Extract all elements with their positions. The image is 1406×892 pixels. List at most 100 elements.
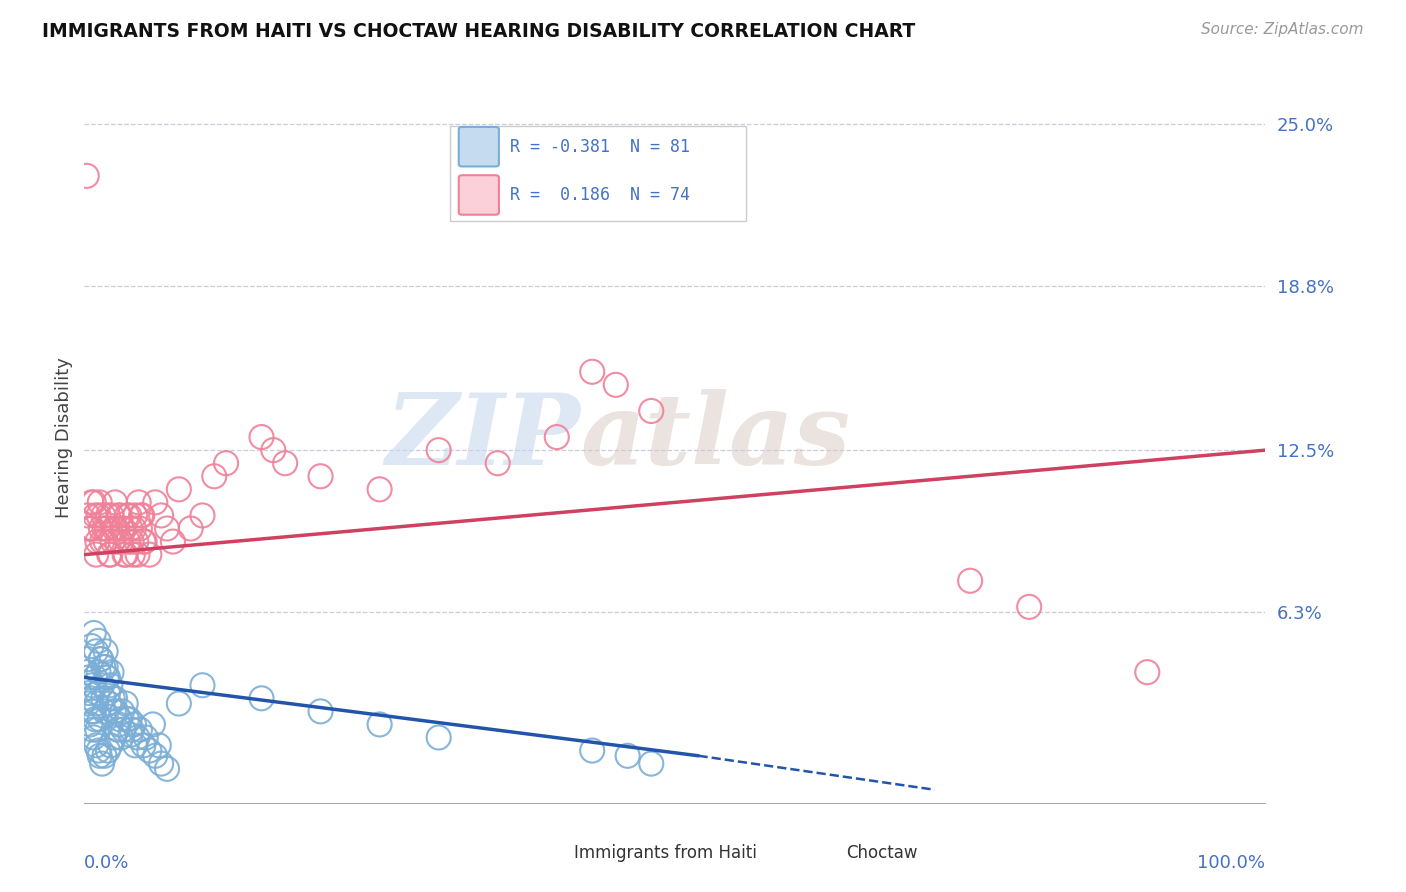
Point bbox=[96, 670, 118, 684]
Point bbox=[76, 665, 98, 680]
Point bbox=[134, 534, 156, 549]
Point bbox=[94, 660, 117, 674]
Point bbox=[142, 717, 165, 731]
Text: atlas: atlas bbox=[581, 389, 851, 485]
Point bbox=[191, 508, 214, 523]
Point bbox=[262, 443, 284, 458]
Point bbox=[202, 469, 225, 483]
Point bbox=[148, 739, 170, 753]
Point bbox=[98, 548, 121, 562]
Text: R =  0.186  N = 74: R = 0.186 N = 74 bbox=[509, 186, 689, 204]
Point bbox=[111, 521, 134, 535]
Point bbox=[111, 705, 134, 719]
FancyBboxPatch shape bbox=[450, 126, 745, 221]
Point bbox=[143, 495, 166, 509]
Point bbox=[84, 712, 107, 726]
Point bbox=[107, 534, 129, 549]
Point bbox=[124, 739, 146, 753]
Point bbox=[100, 665, 122, 680]
Point bbox=[84, 697, 107, 711]
Point bbox=[80, 705, 103, 719]
Point bbox=[616, 748, 638, 763]
Point bbox=[103, 521, 125, 535]
Point bbox=[368, 483, 391, 497]
Point bbox=[112, 521, 135, 535]
Point bbox=[150, 756, 173, 771]
Point bbox=[156, 521, 179, 535]
Point bbox=[86, 534, 108, 549]
Point bbox=[122, 521, 145, 535]
Y-axis label: Hearing Disability: Hearing Disability bbox=[55, 357, 73, 517]
Point bbox=[79, 691, 101, 706]
Point bbox=[250, 691, 273, 706]
Point bbox=[79, 717, 101, 731]
Point bbox=[128, 495, 150, 509]
Point bbox=[309, 469, 332, 483]
Point bbox=[250, 430, 273, 444]
Point bbox=[87, 633, 110, 648]
Point bbox=[97, 508, 120, 523]
Point bbox=[83, 731, 105, 745]
Point bbox=[82, 521, 104, 535]
Point bbox=[105, 521, 128, 535]
Point bbox=[118, 508, 141, 523]
Point bbox=[79, 521, 101, 535]
Text: R = -0.381  N = 81: R = -0.381 N = 81 bbox=[509, 137, 689, 156]
Point bbox=[104, 691, 127, 706]
Point bbox=[546, 430, 568, 444]
Point bbox=[83, 705, 105, 719]
Point bbox=[115, 508, 138, 523]
Text: Immigrants from Haiti: Immigrants from Haiti bbox=[575, 844, 758, 862]
Point bbox=[104, 495, 127, 509]
Point bbox=[121, 723, 143, 737]
Point bbox=[93, 748, 115, 763]
Point bbox=[121, 534, 143, 549]
Text: Source: ZipAtlas.com: Source: ZipAtlas.com bbox=[1201, 22, 1364, 37]
Point bbox=[105, 705, 128, 719]
Point bbox=[77, 652, 100, 666]
Point bbox=[110, 534, 132, 549]
Point bbox=[122, 717, 145, 731]
FancyBboxPatch shape bbox=[458, 175, 499, 215]
Point bbox=[114, 697, 136, 711]
Point bbox=[581, 365, 603, 379]
Point bbox=[83, 495, 105, 509]
Point bbox=[150, 508, 173, 523]
Point bbox=[118, 712, 141, 726]
FancyBboxPatch shape bbox=[801, 838, 838, 871]
Point bbox=[77, 508, 100, 523]
Point bbox=[127, 731, 149, 745]
Point bbox=[125, 534, 148, 549]
Point bbox=[86, 723, 108, 737]
Point bbox=[77, 670, 100, 684]
Point bbox=[132, 739, 155, 753]
Point bbox=[167, 697, 190, 711]
Point bbox=[94, 534, 117, 549]
Point bbox=[94, 644, 117, 658]
Point bbox=[1018, 599, 1040, 614]
Point bbox=[162, 534, 184, 549]
Point bbox=[581, 743, 603, 757]
Point bbox=[309, 705, 332, 719]
Point bbox=[129, 508, 152, 523]
Point bbox=[91, 756, 114, 771]
Point bbox=[138, 743, 160, 757]
Point bbox=[114, 548, 136, 562]
Point bbox=[98, 697, 121, 711]
Point bbox=[138, 548, 160, 562]
Point bbox=[87, 743, 110, 757]
Point bbox=[89, 748, 111, 763]
Point bbox=[77, 521, 100, 535]
Point bbox=[486, 456, 509, 470]
Point bbox=[80, 495, 103, 509]
Point bbox=[84, 508, 107, 523]
Point bbox=[77, 686, 100, 700]
Point bbox=[107, 723, 129, 737]
Point bbox=[215, 456, 238, 470]
Point bbox=[91, 660, 114, 674]
Point bbox=[640, 404, 662, 418]
Point bbox=[191, 678, 214, 692]
Point bbox=[108, 508, 131, 523]
Point bbox=[84, 670, 107, 684]
Point bbox=[131, 508, 153, 523]
